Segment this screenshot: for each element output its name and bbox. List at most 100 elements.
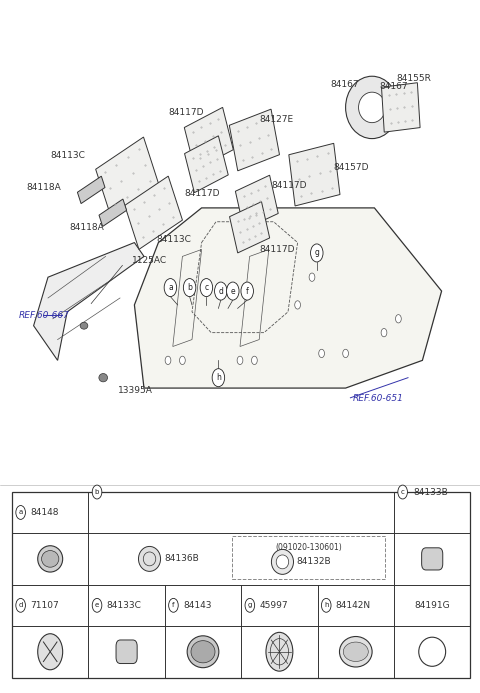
Ellipse shape bbox=[38, 545, 63, 572]
Circle shape bbox=[241, 282, 253, 300]
Polygon shape bbox=[229, 109, 279, 170]
Circle shape bbox=[227, 282, 239, 300]
Text: e: e bbox=[230, 287, 235, 295]
Circle shape bbox=[398, 485, 408, 499]
Text: f: f bbox=[246, 287, 249, 295]
Polygon shape bbox=[96, 137, 159, 216]
Circle shape bbox=[92, 485, 102, 499]
Text: 84117D: 84117D bbox=[168, 108, 204, 116]
Circle shape bbox=[319, 349, 324, 358]
Polygon shape bbox=[229, 202, 270, 253]
Text: 84148: 84148 bbox=[30, 508, 59, 517]
Circle shape bbox=[322, 598, 331, 612]
Text: f: f bbox=[172, 602, 175, 608]
Ellipse shape bbox=[359, 92, 385, 123]
Ellipse shape bbox=[139, 546, 160, 571]
Text: 84191G: 84191G bbox=[414, 601, 450, 610]
Circle shape bbox=[396, 315, 401, 323]
Circle shape bbox=[343, 349, 348, 358]
Polygon shape bbox=[34, 243, 144, 360]
Bar bbox=[12, 492, 470, 678]
Polygon shape bbox=[125, 176, 182, 249]
Ellipse shape bbox=[187, 635, 219, 667]
Ellipse shape bbox=[191, 640, 215, 663]
Circle shape bbox=[295, 301, 300, 309]
Circle shape bbox=[212, 369, 225, 387]
Text: h: h bbox=[216, 374, 221, 382]
Text: (091020-130601): (091020-130601) bbox=[275, 543, 342, 552]
Circle shape bbox=[309, 273, 315, 281]
Text: 84155R: 84155R bbox=[396, 74, 431, 82]
Text: 84157D: 84157D bbox=[334, 164, 369, 172]
Text: 84113C: 84113C bbox=[156, 235, 191, 243]
FancyBboxPatch shape bbox=[116, 640, 137, 663]
Text: 84117D: 84117D bbox=[184, 189, 220, 198]
Text: 84118A: 84118A bbox=[26, 183, 61, 191]
Circle shape bbox=[16, 598, 25, 612]
Ellipse shape bbox=[343, 642, 368, 661]
Text: c: c bbox=[204, 283, 208, 292]
Text: 84127E: 84127E bbox=[259, 115, 293, 123]
Circle shape bbox=[381, 328, 387, 337]
Text: c: c bbox=[401, 489, 405, 495]
Text: 13395A: 13395A bbox=[118, 386, 153, 395]
Text: b: b bbox=[187, 283, 192, 292]
Text: 45997: 45997 bbox=[259, 601, 288, 610]
Text: 84118A: 84118A bbox=[70, 224, 104, 232]
Ellipse shape bbox=[271, 550, 293, 574]
Text: 84117D: 84117D bbox=[259, 245, 295, 254]
Ellipse shape bbox=[339, 636, 372, 667]
Polygon shape bbox=[185, 136, 228, 193]
Circle shape bbox=[311, 244, 323, 262]
Circle shape bbox=[164, 279, 177, 297]
Polygon shape bbox=[235, 175, 278, 229]
Polygon shape bbox=[184, 107, 233, 170]
Text: 84117D: 84117D bbox=[271, 181, 307, 189]
Text: e: e bbox=[95, 602, 99, 608]
Text: 1125AC: 1125AC bbox=[132, 256, 167, 265]
Polygon shape bbox=[382, 82, 420, 132]
Circle shape bbox=[16, 505, 25, 519]
Circle shape bbox=[237, 356, 243, 365]
Text: 84113C: 84113C bbox=[50, 152, 85, 160]
Text: 71107: 71107 bbox=[30, 601, 59, 610]
Ellipse shape bbox=[99, 374, 108, 382]
Ellipse shape bbox=[266, 632, 293, 671]
Circle shape bbox=[92, 598, 102, 612]
Ellipse shape bbox=[42, 550, 59, 567]
Circle shape bbox=[180, 356, 185, 365]
Polygon shape bbox=[289, 143, 340, 206]
Text: 84167: 84167 bbox=[330, 80, 359, 89]
Circle shape bbox=[200, 279, 213, 297]
Text: d: d bbox=[218, 287, 223, 295]
FancyBboxPatch shape bbox=[421, 547, 443, 570]
Ellipse shape bbox=[38, 633, 63, 669]
Circle shape bbox=[168, 598, 178, 612]
Polygon shape bbox=[99, 199, 127, 227]
Text: b: b bbox=[95, 489, 99, 495]
Ellipse shape bbox=[80, 322, 88, 329]
Circle shape bbox=[183, 279, 196, 297]
Text: 84167: 84167 bbox=[379, 82, 408, 91]
Text: 84143: 84143 bbox=[183, 601, 212, 610]
Text: 84142N: 84142N bbox=[336, 601, 371, 610]
Text: a: a bbox=[19, 509, 23, 516]
Text: REF.60-651: REF.60-651 bbox=[353, 394, 404, 403]
Text: h: h bbox=[324, 602, 328, 608]
Polygon shape bbox=[77, 176, 105, 204]
Text: d: d bbox=[18, 602, 23, 608]
Text: g: g bbox=[248, 602, 252, 608]
Ellipse shape bbox=[276, 555, 288, 569]
Ellipse shape bbox=[346, 76, 398, 139]
Text: 84136B: 84136B bbox=[164, 554, 199, 563]
Polygon shape bbox=[134, 208, 442, 388]
Circle shape bbox=[165, 356, 171, 365]
Circle shape bbox=[245, 598, 254, 612]
Text: a: a bbox=[168, 283, 173, 292]
Circle shape bbox=[215, 282, 227, 300]
Bar bbox=[232, 536, 385, 579]
Circle shape bbox=[252, 356, 257, 365]
Text: g: g bbox=[314, 249, 319, 257]
Text: 84133C: 84133C bbox=[107, 601, 142, 610]
Text: 84133B: 84133B bbox=[413, 488, 448, 496]
